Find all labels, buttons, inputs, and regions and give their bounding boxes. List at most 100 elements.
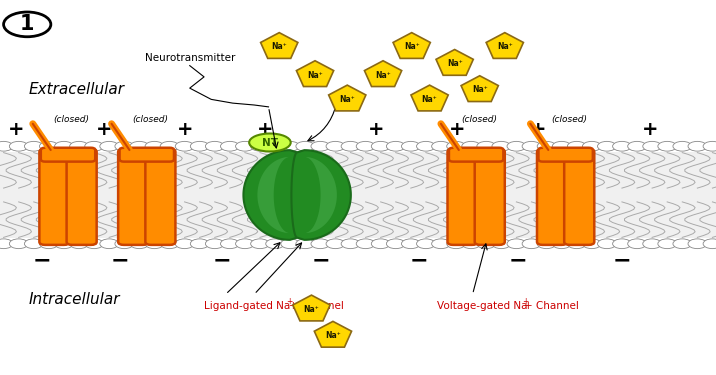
Circle shape [357,141,375,151]
FancyBboxPatch shape [538,148,593,162]
Circle shape [507,239,526,249]
Circle shape [522,239,541,249]
Polygon shape [364,61,402,87]
Circle shape [175,141,194,151]
Circle shape [205,239,224,249]
Circle shape [100,141,118,151]
Text: +: + [367,120,384,139]
Text: Na⁺: Na⁺ [472,86,488,94]
Circle shape [598,239,616,249]
Text: Na⁺: Na⁺ [497,42,513,51]
Text: Extracellular: Extracellular [29,82,125,98]
Text: −: − [612,251,631,271]
Text: NT: NT [262,138,278,147]
Text: +: + [448,120,465,139]
Circle shape [477,239,495,249]
Circle shape [160,239,179,249]
Circle shape [251,141,269,151]
Text: (closed): (closed) [551,115,587,124]
Bar [0,152,716,238]
Circle shape [507,141,526,151]
Circle shape [281,141,299,151]
Text: + Channel: + Channel [524,301,579,310]
Text: (closed): (closed) [462,115,498,124]
Circle shape [477,141,495,151]
Polygon shape [436,50,473,75]
Text: +: + [522,297,528,306]
Polygon shape [291,150,351,240]
FancyBboxPatch shape [41,148,95,162]
Polygon shape [304,157,337,233]
Circle shape [115,141,134,151]
Circle shape [628,141,647,151]
Circle shape [673,239,692,249]
Circle shape [537,239,556,249]
Circle shape [522,141,541,151]
Circle shape [462,239,480,249]
Circle shape [281,239,299,249]
Circle shape [703,141,716,151]
Text: +: + [642,120,659,139]
Polygon shape [296,61,334,87]
Text: Ligand-gated Na: Ligand-gated Na [204,301,290,310]
FancyBboxPatch shape [118,149,148,245]
Circle shape [628,239,647,249]
Circle shape [0,239,13,249]
Circle shape [24,141,43,151]
Polygon shape [314,321,352,347]
Text: +: + [7,120,24,139]
Circle shape [387,239,405,249]
Circle shape [492,239,511,249]
FancyBboxPatch shape [564,149,594,245]
Circle shape [703,239,716,249]
Circle shape [402,239,420,249]
FancyBboxPatch shape [145,149,175,245]
Circle shape [582,239,601,249]
Polygon shape [258,157,290,233]
Circle shape [447,141,465,151]
Text: + Channel: + Channel [289,301,344,310]
Circle shape [100,239,118,249]
Circle shape [84,239,103,249]
Circle shape [643,239,662,249]
Circle shape [266,141,284,151]
Circle shape [372,239,390,249]
Text: +: + [176,120,193,139]
Circle shape [658,141,677,151]
Circle shape [236,141,254,151]
Circle shape [673,141,692,151]
Circle shape [145,239,164,249]
Text: Neurotransmitter: Neurotransmitter [145,53,235,63]
Circle shape [24,239,43,249]
Circle shape [387,141,405,151]
Text: −: − [111,251,130,271]
Text: −: − [311,251,330,271]
Circle shape [251,239,269,249]
Text: +: + [95,120,112,139]
Circle shape [326,239,344,249]
Text: −: − [213,251,231,271]
Circle shape [417,141,435,151]
FancyBboxPatch shape [67,149,97,245]
Circle shape [130,239,149,249]
Text: +: + [530,120,547,139]
Circle shape [432,239,450,249]
Circle shape [221,239,239,249]
Text: −: − [410,251,428,271]
FancyBboxPatch shape [120,148,174,162]
Circle shape [567,141,586,151]
Circle shape [688,239,707,249]
Text: Na⁺: Na⁺ [304,305,319,314]
Text: Na⁺: Na⁺ [422,95,437,104]
Circle shape [190,239,209,249]
Polygon shape [293,295,330,321]
Circle shape [175,239,194,249]
Circle shape [311,141,329,151]
Circle shape [357,239,375,249]
Circle shape [54,141,73,151]
Polygon shape [486,33,523,58]
Circle shape [190,141,209,151]
Circle shape [9,141,28,151]
Circle shape [688,141,707,151]
Circle shape [221,141,239,151]
